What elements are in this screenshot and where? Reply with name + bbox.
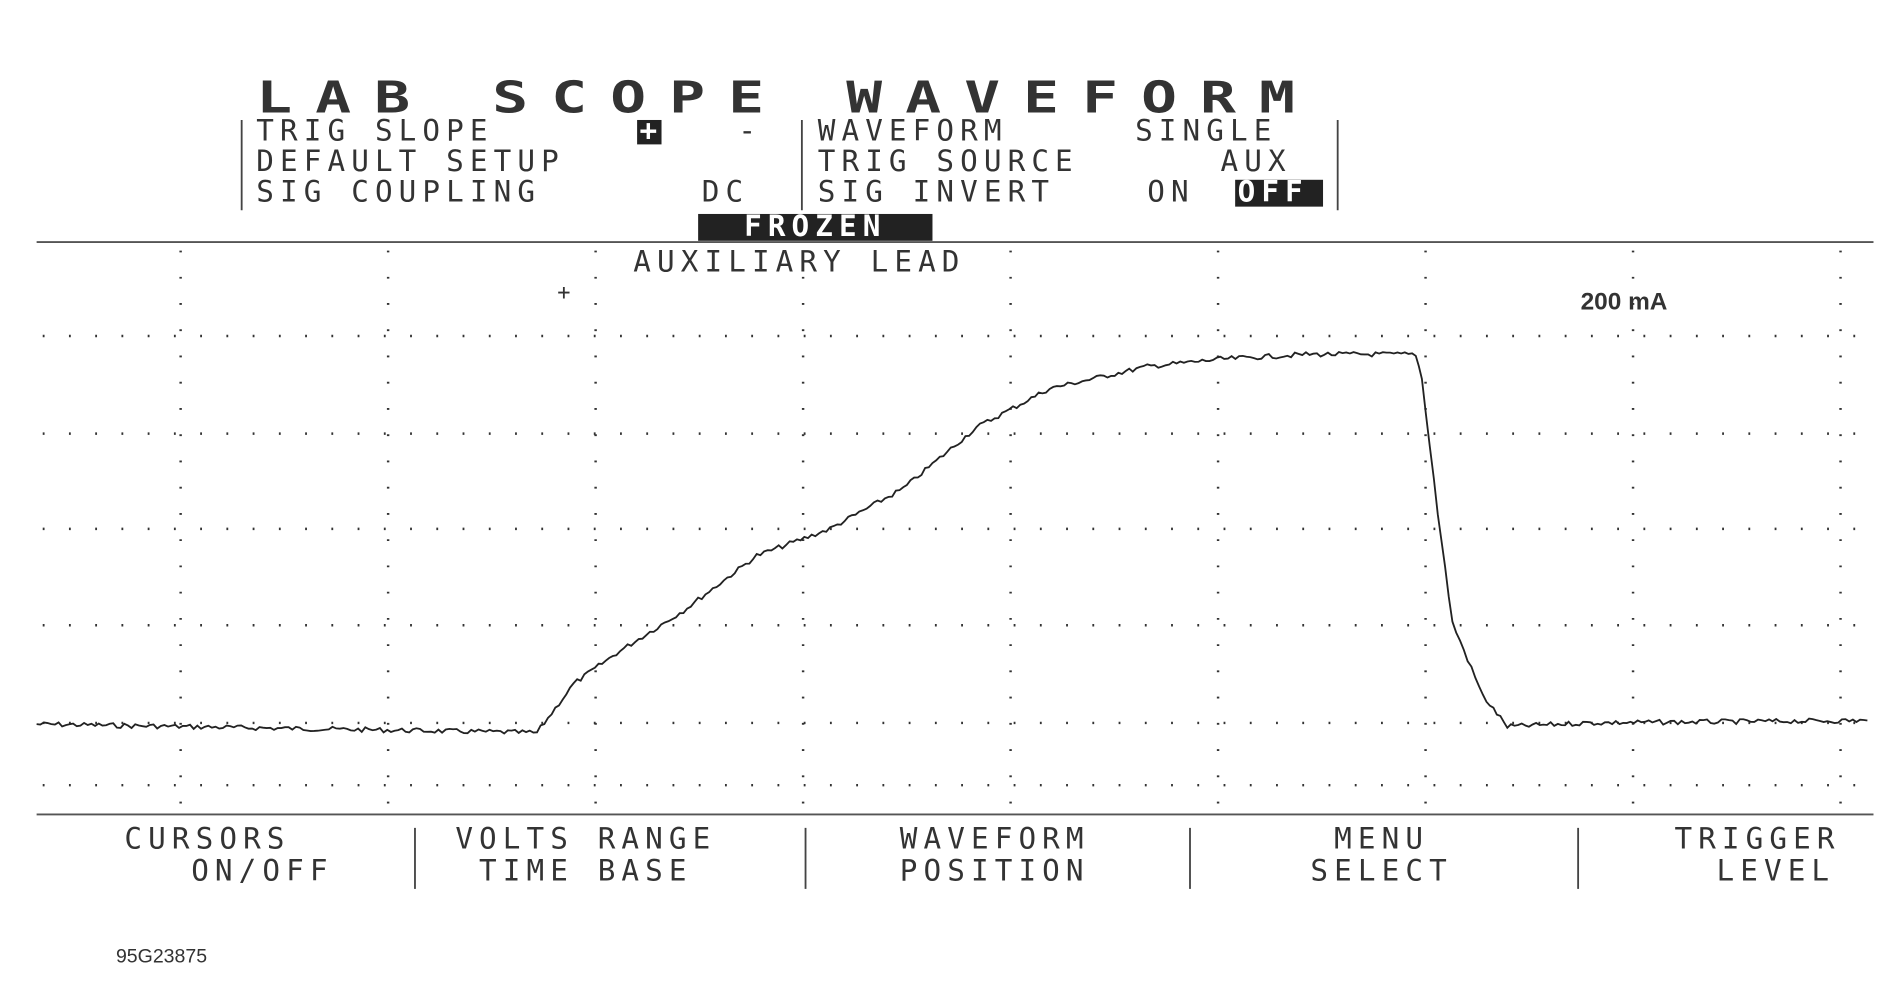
- title: LAB SCOPE WAVEFORM: [256, 72, 1318, 123]
- softkey-label[interactable]: WAVEFORM: [900, 822, 1090, 856]
- menu-label: TRIG SOURCE: [818, 144, 1079, 178]
- softkey-label[interactable]: TRIGGER: [1674, 822, 1840, 856]
- selected-bg: [1235, 179, 1324, 207]
- softkey-dividers: [414, 827, 1580, 889]
- softkey-label[interactable]: POSITION: [900, 853, 1090, 887]
- channel-label: AUXILIARY LEAD: [633, 244, 965, 278]
- menu-label: SIG COUPLING: [256, 175, 541, 209]
- screen-border: [36, 241, 1874, 816]
- menu-label: TRIG SLOPE: [256, 114, 493, 148]
- softkey-label[interactable]: SELECT: [1310, 853, 1452, 887]
- softkey-label[interactable]: CURSORS: [124, 822, 290, 856]
- softkey-label[interactable]: ON/OFF: [191, 853, 333, 887]
- menu-value: AUX: [1221, 144, 1292, 178]
- menu-option: OFF: [1238, 175, 1309, 209]
- waveform: [36, 350, 1868, 735]
- menu-option: +: [640, 114, 664, 148]
- softkey-label[interactable]: TIME BASE: [479, 853, 693, 887]
- menu-label: DEFAULT SETUP: [256, 144, 565, 178]
- menu-frame: [240, 119, 1339, 211]
- figure-id: 95G23875: [116, 945, 207, 967]
- menu-value: DC: [702, 175, 749, 209]
- menu-option: ON: [1147, 175, 1194, 209]
- grid: [42, 250, 1868, 806]
- status: FROZEN: [744, 209, 886, 243]
- menu-label: SIG INVERT: [818, 175, 1055, 209]
- status-bg: [698, 213, 933, 241]
- softkey-label[interactable]: VOLTS RANGE: [455, 822, 716, 856]
- menu-option: -: [738, 114, 762, 148]
- scale-label: 200 mA: [1581, 289, 1668, 316]
- softkey-label[interactable]: LEVEL: [1717, 853, 1836, 887]
- trigger-marker: +: [557, 280, 570, 305]
- menu-label: WAVEFORM: [818, 114, 1008, 148]
- selected-bg: [637, 119, 662, 145]
- menu-value: SINGLE: [1135, 114, 1277, 148]
- softkey-label[interactable]: MENU: [1334, 822, 1429, 856]
